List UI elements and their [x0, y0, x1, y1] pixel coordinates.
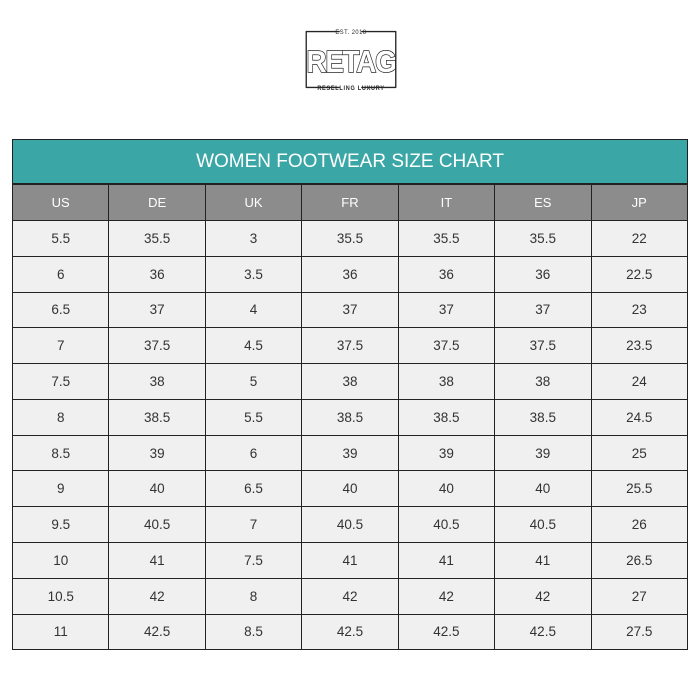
svg-text:RETAG: RETAG — [307, 46, 396, 79]
svg-text:EST. 2018: EST. 2018 — [335, 30, 366, 36]
svg-text:RESELLING LUXURY: RESELLING LUXURY — [317, 86, 384, 92]
